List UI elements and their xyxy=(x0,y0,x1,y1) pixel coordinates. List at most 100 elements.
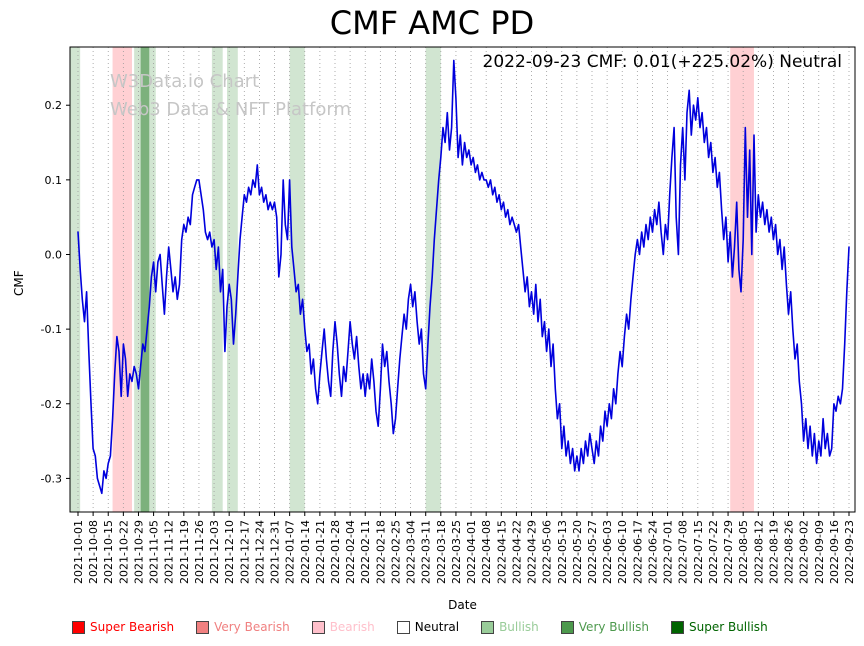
y-tick-label: -0.2 xyxy=(41,398,62,411)
chart-title: CMF AMC PD xyxy=(329,4,535,42)
legend-label: Neutral xyxy=(414,620,460,634)
watermark: W3Data.io Chart Web3 Data & NFT Platform xyxy=(110,68,351,124)
x-tick-label: 2022-04-01 xyxy=(465,520,478,584)
x-axis-label: Date xyxy=(448,598,477,612)
y-tick-label: -0.3 xyxy=(41,472,62,485)
legend-swatch xyxy=(311,620,325,634)
y-tick-label: 0.2 xyxy=(45,99,63,112)
y-tick-marks xyxy=(66,104,70,479)
x-gridlines xyxy=(77,47,850,512)
legend-swatch xyxy=(196,620,210,634)
x-tick-label: 2022-01-21 xyxy=(314,520,327,584)
x-tick-label: 2021-12-24 xyxy=(253,520,266,584)
x-tick-label: 2022-04-22 xyxy=(510,520,523,584)
legend-item: Very Bearish xyxy=(196,620,290,634)
x-tick-label: 2022-03-04 xyxy=(405,520,418,584)
x-tick-label: 2021-10-01 xyxy=(72,520,85,584)
x-tick-label: 2022-03-18 xyxy=(435,520,448,584)
x-tick-label: 2022-05-20 xyxy=(571,520,584,584)
legend-swatch xyxy=(560,620,574,634)
x-tick-label: 2022-01-14 xyxy=(299,520,312,584)
x-tick-label: 2021-10-29 xyxy=(132,520,145,584)
x-tick-label: 2022-07-15 xyxy=(692,520,705,584)
x-tick-label: 2021-11-05 xyxy=(148,520,161,584)
legend-label: Very Bullish xyxy=(578,620,649,634)
y-tick-label: 0.0 xyxy=(45,248,63,261)
sentiment-band-bullish xyxy=(425,47,441,512)
y-axis-label: CMF xyxy=(12,270,26,296)
y-tick-label: 0.1 xyxy=(45,174,63,187)
x-tick-label: 2022-08-19 xyxy=(767,520,780,584)
legend-swatch xyxy=(396,620,410,634)
legend-label: Super Bullish xyxy=(689,620,768,634)
x-tick-label: 2021-12-10 xyxy=(223,520,236,584)
y-tick-label: -0.1 xyxy=(41,323,62,336)
x-tick-label: 2022-04-15 xyxy=(495,520,508,584)
x-tick-label: 2022-07-01 xyxy=(662,520,675,584)
watermark-line-1: W3Data.io Chart xyxy=(110,71,260,92)
x-tick-label: 2022-07-29 xyxy=(722,520,735,584)
x-tick-label: 2022-03-25 xyxy=(450,520,463,584)
x-tick-label: 2022-04-29 xyxy=(526,520,539,584)
x-tick-label: 2022-05-13 xyxy=(556,520,569,584)
legend-item: Bearish xyxy=(311,620,375,634)
x-tick-label: 2022-06-17 xyxy=(631,520,644,584)
legend-item: Bullish xyxy=(481,620,539,634)
sentiment-bands xyxy=(70,47,754,512)
sentiment-band-very_bullish xyxy=(140,47,150,512)
x-tick-label: 2022-07-22 xyxy=(707,520,720,584)
x-tick-labels: 2021-10-01 2021-10-08 2021-10-15 2021-10-22… xyxy=(72,520,856,584)
x-tick-label: 2022-02-04 xyxy=(344,520,357,584)
x-tick-label: 2021-10-08 xyxy=(87,520,100,584)
x-tick-label: 2022-08-26 xyxy=(783,520,796,584)
x-tick-label: 2022-04-08 xyxy=(480,520,493,584)
x-tick-label: 2022-09-02 xyxy=(798,520,811,584)
legend-label: Bearish xyxy=(329,620,375,634)
x-tick-label: 2021-12-31 xyxy=(269,520,282,584)
x-tick-label: 2022-06-03 xyxy=(601,520,614,584)
legend-swatch xyxy=(72,620,85,634)
x-tick-label: 2022-06-10 xyxy=(616,520,629,584)
legend-swatch xyxy=(671,620,684,634)
sentiment-band-bullish xyxy=(70,47,81,512)
plot-border xyxy=(69,46,856,513)
legend-label: Super Bearish xyxy=(90,620,175,634)
x-tick-label: 2022-09-09 xyxy=(813,520,826,584)
watermark-line-2: Web3 Data & NFT Platform xyxy=(110,98,352,120)
sentiment-band-bullish xyxy=(289,47,305,512)
sentiment-band-bullish xyxy=(211,47,223,512)
cmf-line xyxy=(77,59,850,495)
legend-item: Neutral xyxy=(396,620,460,634)
x-tick-label: 2022-09-23 xyxy=(843,520,856,584)
legend-label: Very Bearish xyxy=(214,620,290,634)
legend-item: Super Bullish xyxy=(671,620,768,634)
y-tick-labels: 0.2 0.1 0.0 -0.1 -0.2 -0.3 xyxy=(41,99,62,485)
x-tick-label: 2022-01-07 xyxy=(284,520,297,584)
x-tick-label: 2021-11-26 xyxy=(193,520,206,584)
x-tick-label: 2022-05-06 xyxy=(541,520,554,584)
x-tick-label: 2022-02-25 xyxy=(389,520,402,584)
x-tick-label: 2022-08-12 xyxy=(752,520,765,584)
legend: Super Bearish Very Bearish Bearish Neutral B… xyxy=(72,620,768,634)
x-tick-label: 2022-02-18 xyxy=(374,520,387,584)
x-tick-label: 2022-03-11 xyxy=(420,520,433,584)
x-tick-label: 2021-12-17 xyxy=(238,520,251,584)
x-tick-label: 2021-10-22 xyxy=(117,520,130,584)
x-tick-label: 2022-02-11 xyxy=(359,520,372,584)
x-tick-label: 2022-01-28 xyxy=(329,520,342,584)
x-tick-label: 2022-05-27 xyxy=(586,520,599,584)
x-tick-label: 2021-10-15 xyxy=(102,520,115,584)
x-tick-label: 2021-11-12 xyxy=(163,520,176,584)
x-tick-marks xyxy=(77,512,850,516)
legend-label: Bullish xyxy=(499,620,539,634)
x-tick-label: 2021-11-19 xyxy=(178,520,191,584)
legend-item: Very Bullish xyxy=(560,620,649,634)
legend-item: Super Bearish xyxy=(72,620,174,634)
x-tick-label: 2022-09-16 xyxy=(828,520,841,584)
latest-value-annotation: 2022-09-23 CMF: 0.01(+225.02%) Neutral xyxy=(482,52,842,72)
legend-swatch xyxy=(481,620,495,634)
x-tick-label: 2022-06-24 xyxy=(646,520,659,584)
x-tick-label: 2021-12-03 xyxy=(208,520,221,584)
